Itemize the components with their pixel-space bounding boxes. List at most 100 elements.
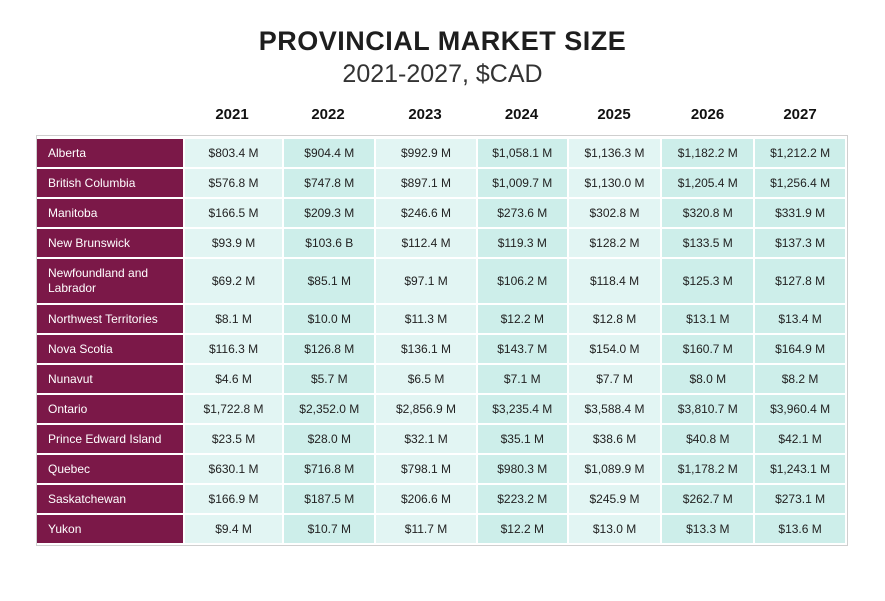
table-cell: $1,722.8 M: [184, 395, 285, 423]
table-cell: $85.1 M: [284, 259, 377, 303]
table-row: Alberta $803.4 M $904.4 M $992.9 M $1,058.1 …: [37, 139, 847, 167]
table-cell: $246.6 M: [376, 199, 478, 227]
table-cell: $8.1 M: [184, 305, 285, 333]
table-row: Prince Edward Island $23.5 M $28.0 M $32.1 …: [37, 425, 847, 453]
table-cell: $97.1 M: [376, 259, 478, 303]
table-row: Northwest Territories $8.1 M $10.0 M $11.3 …: [37, 305, 847, 333]
table-cell: $1,009.7 M: [477, 169, 569, 197]
column-header: 2025: [597, 106, 631, 123]
table-cell: $3,960.4 M: [755, 395, 847, 423]
table-cell: $302.8 M: [568, 199, 663, 227]
table-cell: $23.5 M: [184, 425, 285, 453]
table-cell: $320.8 M: [662, 199, 756, 227]
table-cell: $1,182.2 M: [662, 139, 756, 167]
table-cell: $187.5 M: [284, 485, 377, 513]
table-cell: $2,352.0 M: [284, 395, 377, 423]
table-cell: $273.1 M: [755, 485, 847, 513]
table-cell: $12.2 M: [477, 305, 569, 333]
table-cell: $803.4 M: [184, 139, 285, 167]
table-cell: $103.6 B: [284, 229, 377, 257]
table-cell: $1,205.4 M: [662, 169, 756, 197]
table-cell: $13.4 M: [755, 305, 847, 333]
table-cell: $3,810.7 M: [662, 395, 756, 423]
table-cell: $136.1 M: [376, 335, 478, 363]
row-label: Yukon: [37, 515, 185, 543]
table-cell: $143.7 M: [477, 335, 569, 363]
table-cell: $992.9 M: [376, 139, 478, 167]
table-cell: $164.9 M: [755, 335, 847, 363]
table-cell: $576.8 M: [184, 169, 285, 197]
page-subtitle: 2021-2027, $CAD: [342, 60, 543, 88]
table-cell: $245.9 M: [568, 485, 663, 513]
table-cell: $12.2 M: [477, 515, 569, 543]
table-cell: $13.3 M: [662, 515, 756, 543]
market-size-table: Alberta $803.4 M $904.4 M $992.9 M $1,058.1 …: [36, 135, 848, 546]
column-header: 2027: [783, 106, 817, 123]
table-cell: $137.3 M: [755, 229, 847, 257]
table-cell: $42.1 M: [755, 425, 847, 453]
table-cell: $119.3 M: [477, 229, 569, 257]
table-row: Saskatchewan $166.9 M $187.5 M $206.6 M $223…: [37, 485, 847, 513]
table-cell: $126.8 M: [284, 335, 377, 363]
table-cell: $4.6 M: [184, 365, 285, 393]
table-cell: $13.6 M: [755, 515, 847, 543]
table-cell: $8.2 M: [755, 365, 847, 393]
page-title: PROVINCIAL MARKET SIZE: [258, 26, 627, 56]
table-cell: $223.2 M: [477, 485, 569, 513]
table-cell: $273.6 M: [477, 199, 569, 227]
table-cell: $7.1 M: [477, 365, 569, 393]
table-row: Ontario $1,722.8 M $2,352.0 M $2,856.9 M $3,…: [37, 395, 847, 423]
table-cell: $206.6 M: [376, 485, 478, 513]
table-cell: $10.7 M: [284, 515, 377, 543]
table-cell: $3,588.4 M: [568, 395, 663, 423]
table-cell: $3,235.4 M: [477, 395, 569, 423]
table-cell: $166.5 M: [184, 199, 285, 227]
table-cell: $166.9 M: [184, 485, 285, 513]
table-row: Manitoba $166.5 M $209.3 M $246.6 M $273.6 M…: [37, 199, 847, 227]
table-cell: $133.5 M: [662, 229, 756, 257]
table-cell: $32.1 M: [376, 425, 478, 453]
row-label: Alberta: [37, 139, 185, 167]
table-cell: $5.7 M: [284, 365, 377, 393]
table-cell: $904.4 M: [284, 139, 377, 167]
table-row: British Columbia $576.8 M $747.8 M $897.1 M…: [37, 169, 847, 197]
column-header: 2022: [311, 106, 345, 123]
table-cell: $28.0 M: [284, 425, 377, 453]
row-label: Nunavut: [37, 365, 185, 393]
table-cell: $118.4 M: [568, 259, 663, 303]
row-label: Prince Edward Island: [37, 425, 185, 453]
table-cell: $13.0 M: [568, 515, 663, 543]
row-label: Ontario: [37, 395, 185, 423]
table-cell: $154.0 M: [568, 335, 663, 363]
table-cell: $1,136.3 M: [568, 139, 663, 167]
table-row: Yukon $9.4 M $10.7 M $11.7 M $12.2 M $13.0 M $…: [37, 515, 847, 543]
table-cell: $1,089.9 M: [568, 455, 663, 483]
table-row: Nova Scotia $116.3 M $126.8 M $136.1 M $143.…: [37, 335, 847, 363]
table-row: Nunavut $4.6 M $5.7 M $6.5 M $7.1 M $7.7 M $8.…: [37, 365, 847, 393]
table-cell: $9.4 M: [184, 515, 285, 543]
table-row: Newfoundland and Labrador $69.2 M $85.1 M $…: [37, 259, 847, 303]
row-label: New Brunswick: [37, 229, 185, 257]
column-header: 2024: [504, 106, 539, 123]
table-cell: $716.8 M: [284, 455, 377, 483]
table-cell: $8.0 M: [662, 365, 756, 393]
table-cell: $128.2 M: [568, 229, 663, 257]
table-cell: $630.1 M: [184, 455, 285, 483]
table-cell: $331.9 M: [755, 199, 847, 227]
table-cell: $798.1 M: [376, 455, 478, 483]
table-cell: $11.7 M: [376, 515, 478, 543]
table-cell: $262.7 M: [662, 485, 756, 513]
table-cell: $116.3 M: [184, 335, 285, 363]
table-cell: $1,243.1 M: [755, 455, 847, 483]
table-cell: $13.1 M: [662, 305, 756, 333]
row-label: Northwest Territories: [37, 305, 185, 333]
table-cell: $980.3 M: [477, 455, 569, 483]
column-header: 2026: [690, 106, 725, 123]
row-label: Saskatchewan: [37, 485, 185, 513]
table-cell: $112.4 M: [376, 229, 478, 257]
column-header: 2021: [215, 106, 249, 123]
table-cell: $7.7 M: [568, 365, 663, 393]
table-cell: $1,130.0 M: [568, 169, 663, 197]
row-label: Nova Scotia: [37, 335, 185, 363]
table-cell: $1,058.1 M: [477, 139, 569, 167]
